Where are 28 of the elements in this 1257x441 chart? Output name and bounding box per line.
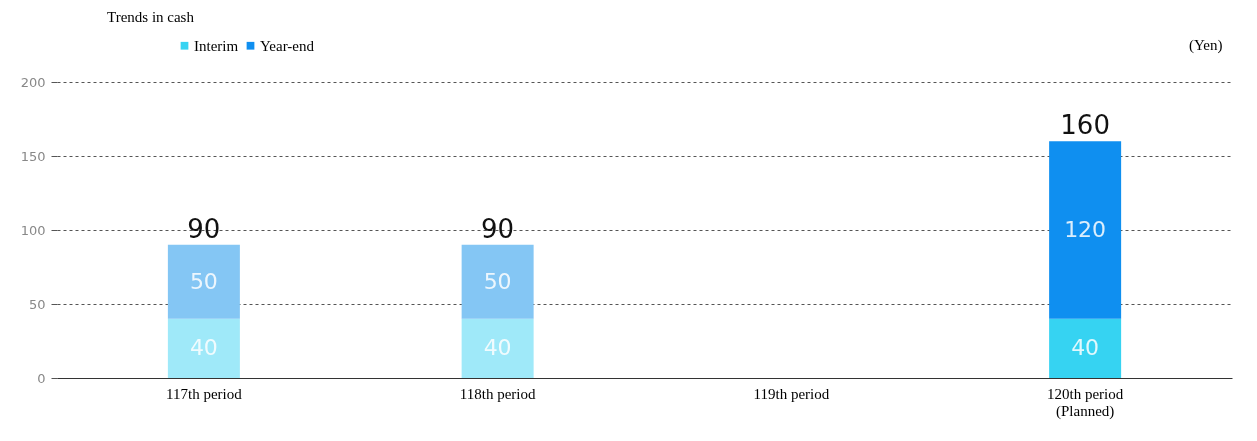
- y-tick-label: 0: [37, 370, 46, 386]
- y-tick-label: 150: [20, 148, 46, 164]
- total-label: 160: [1060, 110, 1110, 141]
- data-label: 120: [1064, 217, 1107, 242]
- data-label: 40: [189, 335, 218, 361]
- bar: [1049, 318, 1122, 378]
- bar: [167, 244, 240, 319]
- bar: [1049, 141, 1122, 319]
- chart-title: Trends in cash: [107, 9, 195, 25]
- y-tick-label: 200: [20, 74, 46, 90]
- bar: [461, 318, 534, 378]
- total-label: 90: [187, 213, 221, 244]
- x-tick-label: 120th period (Planned): [1047, 385, 1124, 420]
- x-tick-label: 118th period: [459, 385, 536, 402]
- y-tick-label: 50: [28, 296, 46, 312]
- bar: [167, 318, 240, 378]
- legend-label: Year-end: [260, 37, 315, 54]
- data-label: 50: [189, 268, 218, 294]
- legend-label: Interim: [194, 37, 239, 54]
- total-label: 90: [481, 213, 515, 244]
- bar: [461, 244, 534, 319]
- x-tick-label: 119th period: [753, 385, 830, 402]
- data-label: 40: [1071, 335, 1100, 361]
- y-tick-label: 100: [20, 222, 46, 238]
- data-label: 40: [483, 335, 512, 361]
- y-axis-title: (Yen): [1189, 36, 1223, 54]
- data-label: 50: [483, 268, 512, 294]
- x-tick-label: 117th period: [166, 385, 243, 402]
